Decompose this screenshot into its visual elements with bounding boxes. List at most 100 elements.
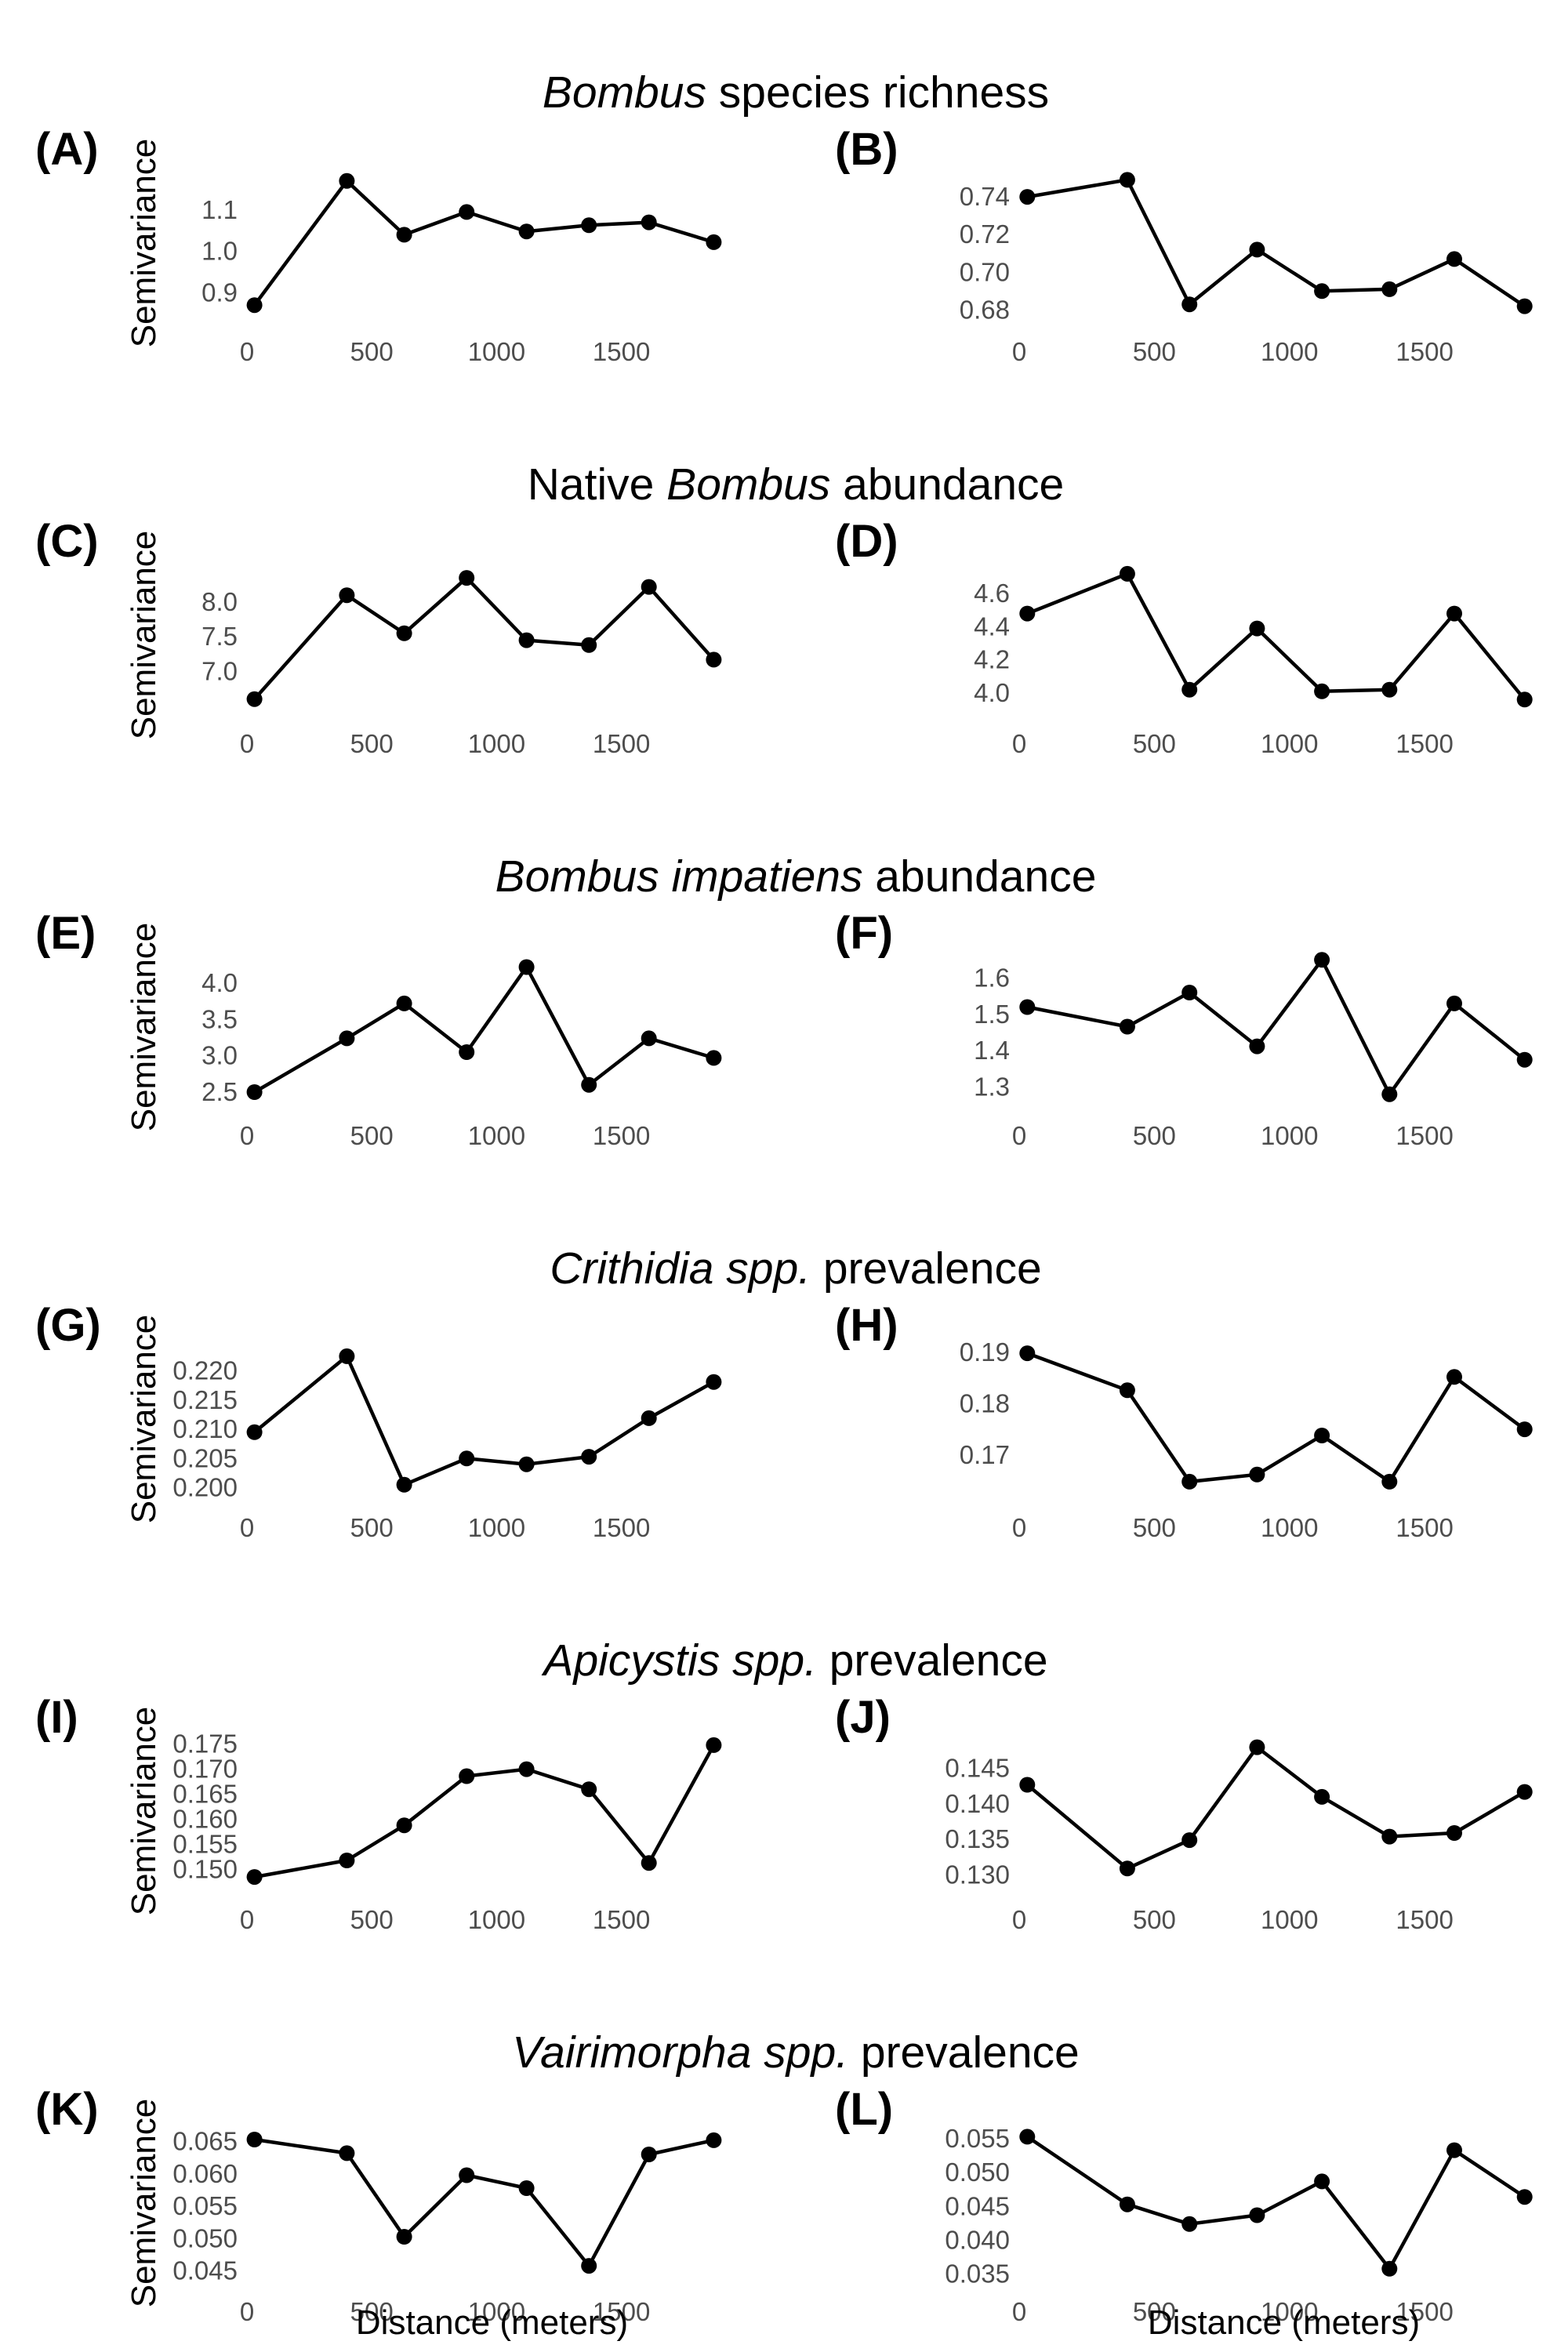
- series-line: [254, 2137, 714, 2268]
- data-point: [641, 1855, 657, 1871]
- data-point: [641, 1410, 657, 1426]
- x-tick-label: 500: [1133, 2297, 1176, 2326]
- series-line: [1026, 1351, 1526, 1484]
- y-tick-label: 0.170: [172, 1755, 238, 1784]
- row-title-3: Bombus impatiens abundance: [495, 851, 1097, 902]
- data-point: [706, 652, 722, 668]
- y-tick-label: 0.045: [172, 2256, 238, 2285]
- x-axis-label: Distance (meters): [356, 2303, 628, 2342]
- row-title-5-italic: Apicystis spp.: [541, 1635, 816, 1686]
- panel-letter-g: (G): [35, 1300, 101, 1351]
- y-tick-label: 1.5: [974, 1000, 1010, 1029]
- data-point: [1119, 1382, 1135, 1399]
- x-tick-label: 500: [350, 1513, 394, 1542]
- x-tick-label: 0: [1012, 2297, 1026, 2326]
- x-tick-label: 1000: [1261, 1121, 1318, 1150]
- y-tick-label: 0.165: [172, 1780, 238, 1809]
- data-point: [1516, 298, 1533, 314]
- data-point: [1446, 605, 1462, 622]
- row-title-2: Native Bombus abundance: [528, 459, 1064, 510]
- y-tick-label: 0.155: [172, 1830, 238, 1859]
- data-point: [1381, 281, 1398, 297]
- panel-letter-k: (K): [35, 2084, 99, 2135]
- row-title-5: Apicystis spp. prevalence: [541, 1635, 1047, 1686]
- series-line: [252, 575, 716, 701]
- x-tick-label: 0: [1012, 729, 1026, 758]
- data-point: [1249, 1466, 1265, 1483]
- y-axis-label: Semivariance: [125, 531, 163, 740]
- x-tick-label: 1500: [1396, 1905, 1453, 1934]
- x-tick-label: 1000: [1261, 729, 1318, 758]
- row-title-3-italic: Bombus impatiens: [495, 851, 863, 902]
- x-tick-label: 1000: [468, 1905, 525, 1934]
- y-tick-label: 0.150: [172, 1855, 238, 1884]
- data-point: [641, 214, 657, 230]
- y-tick-label: 0.200: [172, 1473, 238, 1502]
- y-tick-label: 0.145: [945, 1754, 1010, 1783]
- row-title-5-text: prevalence: [817, 1635, 1048, 1686]
- data-point: [1381, 1473, 1398, 1490]
- row-title-1-text: species richness: [706, 67, 1049, 118]
- data-point: [1516, 1421, 1533, 1438]
- x-tick-label: 0: [240, 2297, 254, 2326]
- data-point: [1314, 2173, 1330, 2190]
- data-point: [641, 2147, 657, 2162]
- panel-d: (D) 4.0 4.2 4.4 4.6 0 500 1000 1500: [835, 516, 1533, 758]
- y-tick-label: 0.9: [201, 278, 238, 307]
- row-title-3-text: abundance: [862, 851, 1096, 902]
- row-title-4-italic: Crithidia spp.: [550, 1243, 811, 1294]
- y-tick-label: 4.0: [201, 968, 238, 997]
- series-line: [1025, 1745, 1526, 1871]
- y-tick-label: 0.215: [172, 1385, 238, 1414]
- x-tick-label: 1500: [593, 1905, 650, 1934]
- panel-letter-h: (H): [835, 1300, 898, 1351]
- y-tick-label: 4.6: [974, 579, 1010, 608]
- data-point: [581, 217, 597, 234]
- x-tick-label: 1500: [1396, 1513, 1453, 1542]
- y-tick-label: 0.050: [945, 2158, 1010, 2187]
- data-point: [396, 1817, 412, 1834]
- x-tick-label: 1000: [1261, 337, 1318, 366]
- y-tick-label: 0.220: [172, 1356, 238, 1385]
- series-line: [1026, 958, 1526, 1096]
- series-line: [252, 179, 715, 307]
- x-tick-label: 500: [350, 1121, 394, 1150]
- data-point: [1019, 1777, 1036, 1793]
- y-axis-label: Semivariance: [125, 139, 163, 348]
- x-tick-label: 500: [1133, 729, 1176, 758]
- data-point: [581, 637, 597, 653]
- panel-letter-c: (C): [35, 516, 99, 567]
- data-point: [581, 1781, 597, 1798]
- series-line: [1026, 178, 1526, 308]
- y-tick-label: 0.68: [960, 295, 1010, 324]
- data-point: [339, 1348, 355, 1364]
- x-tick-label: 1000: [468, 337, 525, 366]
- panel-e: (E) 2.5 3.0 3.5 4.0 0 500 1000 1500 Semivariance: [35, 908, 722, 1150]
- data-point: [1516, 1784, 1533, 1800]
- data-point: [459, 570, 475, 586]
- data-point: [246, 2132, 263, 2147]
- data-point: [396, 625, 412, 641]
- data-point: [641, 579, 657, 595]
- data-point: [1119, 565, 1135, 582]
- x-tick-label: 0: [1012, 1513, 1026, 1542]
- y-tick-label: 0.135: [945, 1824, 1010, 1853]
- y-axis-label: Semivariance: [125, 923, 163, 1132]
- data-point: [1119, 1018, 1135, 1035]
- y-tick-label: 7.0: [201, 656, 238, 685]
- data-point: [396, 2229, 412, 2245]
- y-tick-label: 3.5: [201, 1004, 238, 1033]
- panel-a: (A) 0.9 1.0 1.1 0 500 1000 1500 Semivariance: [35, 124, 722, 366]
- x-tick-label: 500: [1133, 1513, 1176, 1542]
- x-tick-label: 500: [1133, 1905, 1176, 1934]
- row-title-2-pre: Native: [528, 459, 666, 510]
- x-tick-label: 1000: [468, 729, 525, 758]
- data-point: [246, 1869, 263, 1886]
- y-tick-label: 0.18: [960, 1388, 1010, 1417]
- panel-k: (K) 0.045 0.050 0.055 0.060 0.065 0 500 1000 1500…: [35, 2084, 722, 2342]
- data-point: [1446, 2142, 1462, 2158]
- panel-letter-d: (D): [835, 516, 898, 567]
- x-tick-label: 0: [240, 1905, 254, 1934]
- y-tick-label: 1.0: [201, 237, 238, 266]
